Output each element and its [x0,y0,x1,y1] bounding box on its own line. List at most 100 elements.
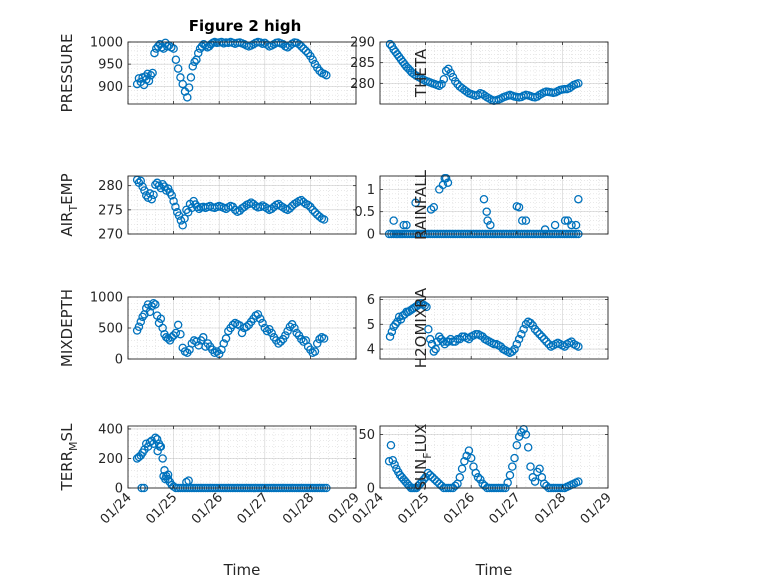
data-point [460,457,469,466]
data-point [535,464,544,474]
y-tick-label: 50 [358,428,375,443]
data-point [281,331,290,340]
data-point [510,344,519,354]
data-point [319,215,329,224]
data-point [158,179,167,189]
data-point [138,182,147,191]
data-point [147,194,156,204]
data-point [190,57,199,67]
data-point [171,55,181,64]
data-point [444,64,453,74]
data-point [173,320,183,330]
data-point [386,440,396,450]
data-point [193,48,203,58]
data-point [178,79,187,89]
data-point [173,64,183,73]
data-point [425,334,435,344]
data-point [478,479,487,488]
data-point [274,339,283,348]
data-point [567,82,576,91]
data-point [550,220,560,230]
data-point [420,301,429,310]
data-point [169,44,178,53]
data-point [571,220,581,230]
data-point [198,333,208,342]
data-point [303,200,313,210]
data-point [299,44,308,53]
data-point [439,74,449,84]
x-axis-label: Time [475,561,513,579]
data-point [512,440,522,450]
y-tick-label: 270 [98,228,123,243]
y-axis-label: H2OMIXRA [412,287,430,368]
data-point [446,68,455,78]
data-point [186,73,196,82]
data-point [560,216,570,225]
y-tick-label: 4 [367,343,375,358]
data-point [194,204,204,214]
data-point [146,70,156,80]
data-point [176,329,185,339]
data-point [426,205,436,214]
y-tick-label: 400 [98,422,123,437]
data-point [540,225,550,234]
data-point [473,473,483,482]
y-tick-label: 0.5 [354,205,375,220]
data-point [450,337,460,346]
subplot-2: 280 285 290 THETA [350,36,609,105]
axes-box [127,175,357,235]
y-tick-label: 1 [367,183,375,198]
y-tick-label: 280 [98,179,123,194]
data-point [145,307,155,317]
data-point [466,453,476,463]
axes-box [379,296,609,360]
data-point [464,446,474,455]
data-point [308,55,317,64]
data-point [530,324,540,334]
data-point [505,470,515,480]
data-point [285,204,295,213]
data-point [530,477,540,486]
data-point [435,479,444,488]
data-point [432,477,442,486]
data-point [388,455,398,465]
data-point [258,318,267,328]
data-point [161,474,170,484]
data-point [242,322,251,332]
data-point [441,66,451,76]
data-point [542,337,551,346]
data-point [283,326,292,336]
axes-box [127,41,357,105]
data-point [521,216,531,225]
data-point [134,322,144,332]
data-point [514,202,524,212]
data-point [310,207,320,217]
y-tick-label: 200 [98,452,123,467]
data-point [255,314,265,323]
data-point [399,220,408,230]
y-tick-label: 5 [367,318,375,333]
data-point [537,332,547,341]
data-point [322,70,331,80]
data-point [163,184,173,193]
y-axis-label: SUNFLUX [412,424,434,491]
data-point [533,327,542,336]
data-point [574,79,583,88]
data-point [149,190,158,200]
data-point [193,202,202,212]
data-point [253,310,263,319]
data-point [276,337,286,346]
data-point [429,347,439,356]
data-point [182,477,191,487]
y-tick-label: 500 [98,322,123,337]
data-point [167,191,177,200]
data-point [184,476,193,485]
data-point [148,68,157,78]
data-point [171,328,181,338]
data-point [169,196,178,206]
data-point [297,334,306,344]
y-tick-label: 1000 [90,291,123,306]
y-tick-label: 6 [367,293,375,308]
data-point [476,475,485,484]
